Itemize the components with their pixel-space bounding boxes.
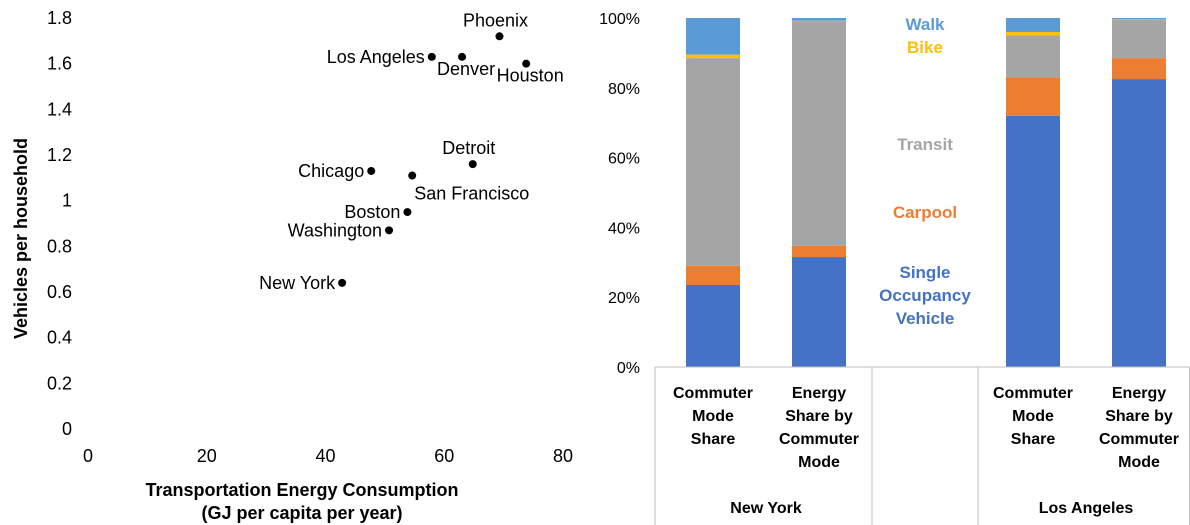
category-label: Mode (1012, 408, 1054, 425)
point-label: Denver (437, 59, 495, 79)
category-label: Commuter (779, 431, 859, 448)
y-tick-label: 0 (62, 419, 72, 439)
bar-segment-single-occupancy-vehicle (1112, 79, 1166, 367)
y-tick-label: 1.6 (47, 54, 72, 74)
y-tick-label: 0.8 (47, 236, 72, 256)
category-label: Commuter (993, 385, 1073, 402)
stacked-bar-chart: 0% 20% 40% 60% 80% 100% Commuter Mode Share Energ… (599, 11, 1190, 525)
bar-segment-carpool (792, 245, 846, 258)
point-label: Houston (497, 66, 564, 86)
bar-segment-bike (792, 20, 846, 22)
category-label: Commuter (673, 385, 753, 402)
x-tick-label: 40 (315, 446, 335, 466)
scatter-point (522, 59, 531, 68)
y-tick-label: 40% (608, 220, 640, 237)
series-label: Bike (907, 38, 943, 57)
x-tick-label: 80 (553, 446, 573, 466)
y-tick-label: 60% (608, 151, 640, 168)
y-tick-label: 1.4 (47, 99, 72, 119)
bar-segment-bike (686, 54, 740, 59)
category-label: Share (1011, 431, 1056, 448)
bar-segment-walk (792, 18, 846, 21)
scatter-point (367, 166, 376, 175)
scatter-point (468, 160, 477, 169)
bar-segment-transit (792, 21, 846, 246)
y-tick-label: 20% (608, 290, 640, 307)
x-tick-label: 60 (434, 446, 454, 466)
series-label: Transit (897, 135, 953, 154)
y-tick-label: 0.6 (47, 282, 72, 302)
y-tick-label: 0.4 (47, 328, 72, 348)
category-label: Energy (1112, 385, 1166, 402)
bar-segment-walk (686, 18, 740, 55)
category-label: Commuter (1099, 431, 1179, 448)
scatter-chart: 0 0.2 0.4 0.6 0.8 1 1.2 1.4 1.6 1.8 0 20 40 60 80 Trans… (11, 8, 573, 523)
scatter-point (338, 278, 347, 287)
series-label: Carpool (893, 203, 957, 222)
bar-segment-walk (1112, 18, 1166, 20)
bar-segment-transit (1112, 19, 1166, 59)
point-label: New York (259, 273, 336, 293)
point-label: San Francisco (414, 184, 529, 204)
bar-segment-single-occupancy-vehicle (1006, 115, 1060, 367)
scatter-point (408, 171, 417, 180)
bar-segment-transit (1006, 35, 1060, 78)
y-tick-label: 80% (608, 81, 640, 98)
bar-segment-carpool (1006, 77, 1060, 116)
category-label: Mode (692, 408, 734, 425)
x-tick-label: 20 (197, 446, 217, 466)
bar-segment-bike (1006, 31, 1060, 36)
category-label: Mode (1118, 454, 1160, 471)
point-label: Los Angeles (327, 47, 425, 67)
y-axis-title: Vehicles per household (11, 138, 31, 339)
series-label: Occupancy (879, 286, 971, 305)
y-tick-label: 1 (62, 191, 72, 211)
category-label: Mode (798, 454, 840, 471)
y-tick-label: 0.2 (47, 373, 72, 393)
category-label: Share by (785, 408, 853, 425)
scatter-point (385, 226, 394, 235)
x-tick-label: 0 (83, 446, 93, 466)
y-tick-label: 0% (617, 360, 640, 377)
scatter-point (403, 208, 412, 217)
scatter-point (427, 52, 436, 61)
point-label: Detroit (442, 138, 495, 158)
y-tick-label: 1.8 (47, 8, 72, 28)
bar-segment-transit (686, 58, 740, 266)
group-label: New York (730, 500, 802, 517)
x-axis-title: Transportation Energy Consumption (145, 480, 458, 500)
x-axis-title: (GJ per capita per year) (201, 503, 402, 523)
category-label: Energy (792, 385, 846, 402)
point-label: Phoenix (463, 10, 528, 30)
series-label: Walk (905, 15, 945, 34)
scatter-point (495, 32, 504, 41)
y-tick-label: 100% (599, 11, 640, 28)
point-label: Washington (288, 220, 382, 240)
y-tick-label: 1.2 (47, 145, 72, 165)
bar-segment-single-occupancy-vehicle (792, 257, 846, 367)
bar-segment-carpool (686, 265, 740, 285)
group-label: Los Angeles (1039, 500, 1134, 517)
scatter-point (458, 52, 467, 61)
point-label: Chicago (298, 161, 364, 181)
series-label: Vehicle (896, 309, 955, 328)
bar-segment-single-occupancy-vehicle (686, 284, 740, 367)
bar-segment-walk (1006, 18, 1060, 32)
bar-segment-carpool (1112, 58, 1166, 80)
category-label: Share (691, 431, 736, 448)
point-label: Boston (344, 202, 400, 222)
category-label: Share by (1105, 408, 1173, 425)
series-label: Single (899, 263, 950, 282)
